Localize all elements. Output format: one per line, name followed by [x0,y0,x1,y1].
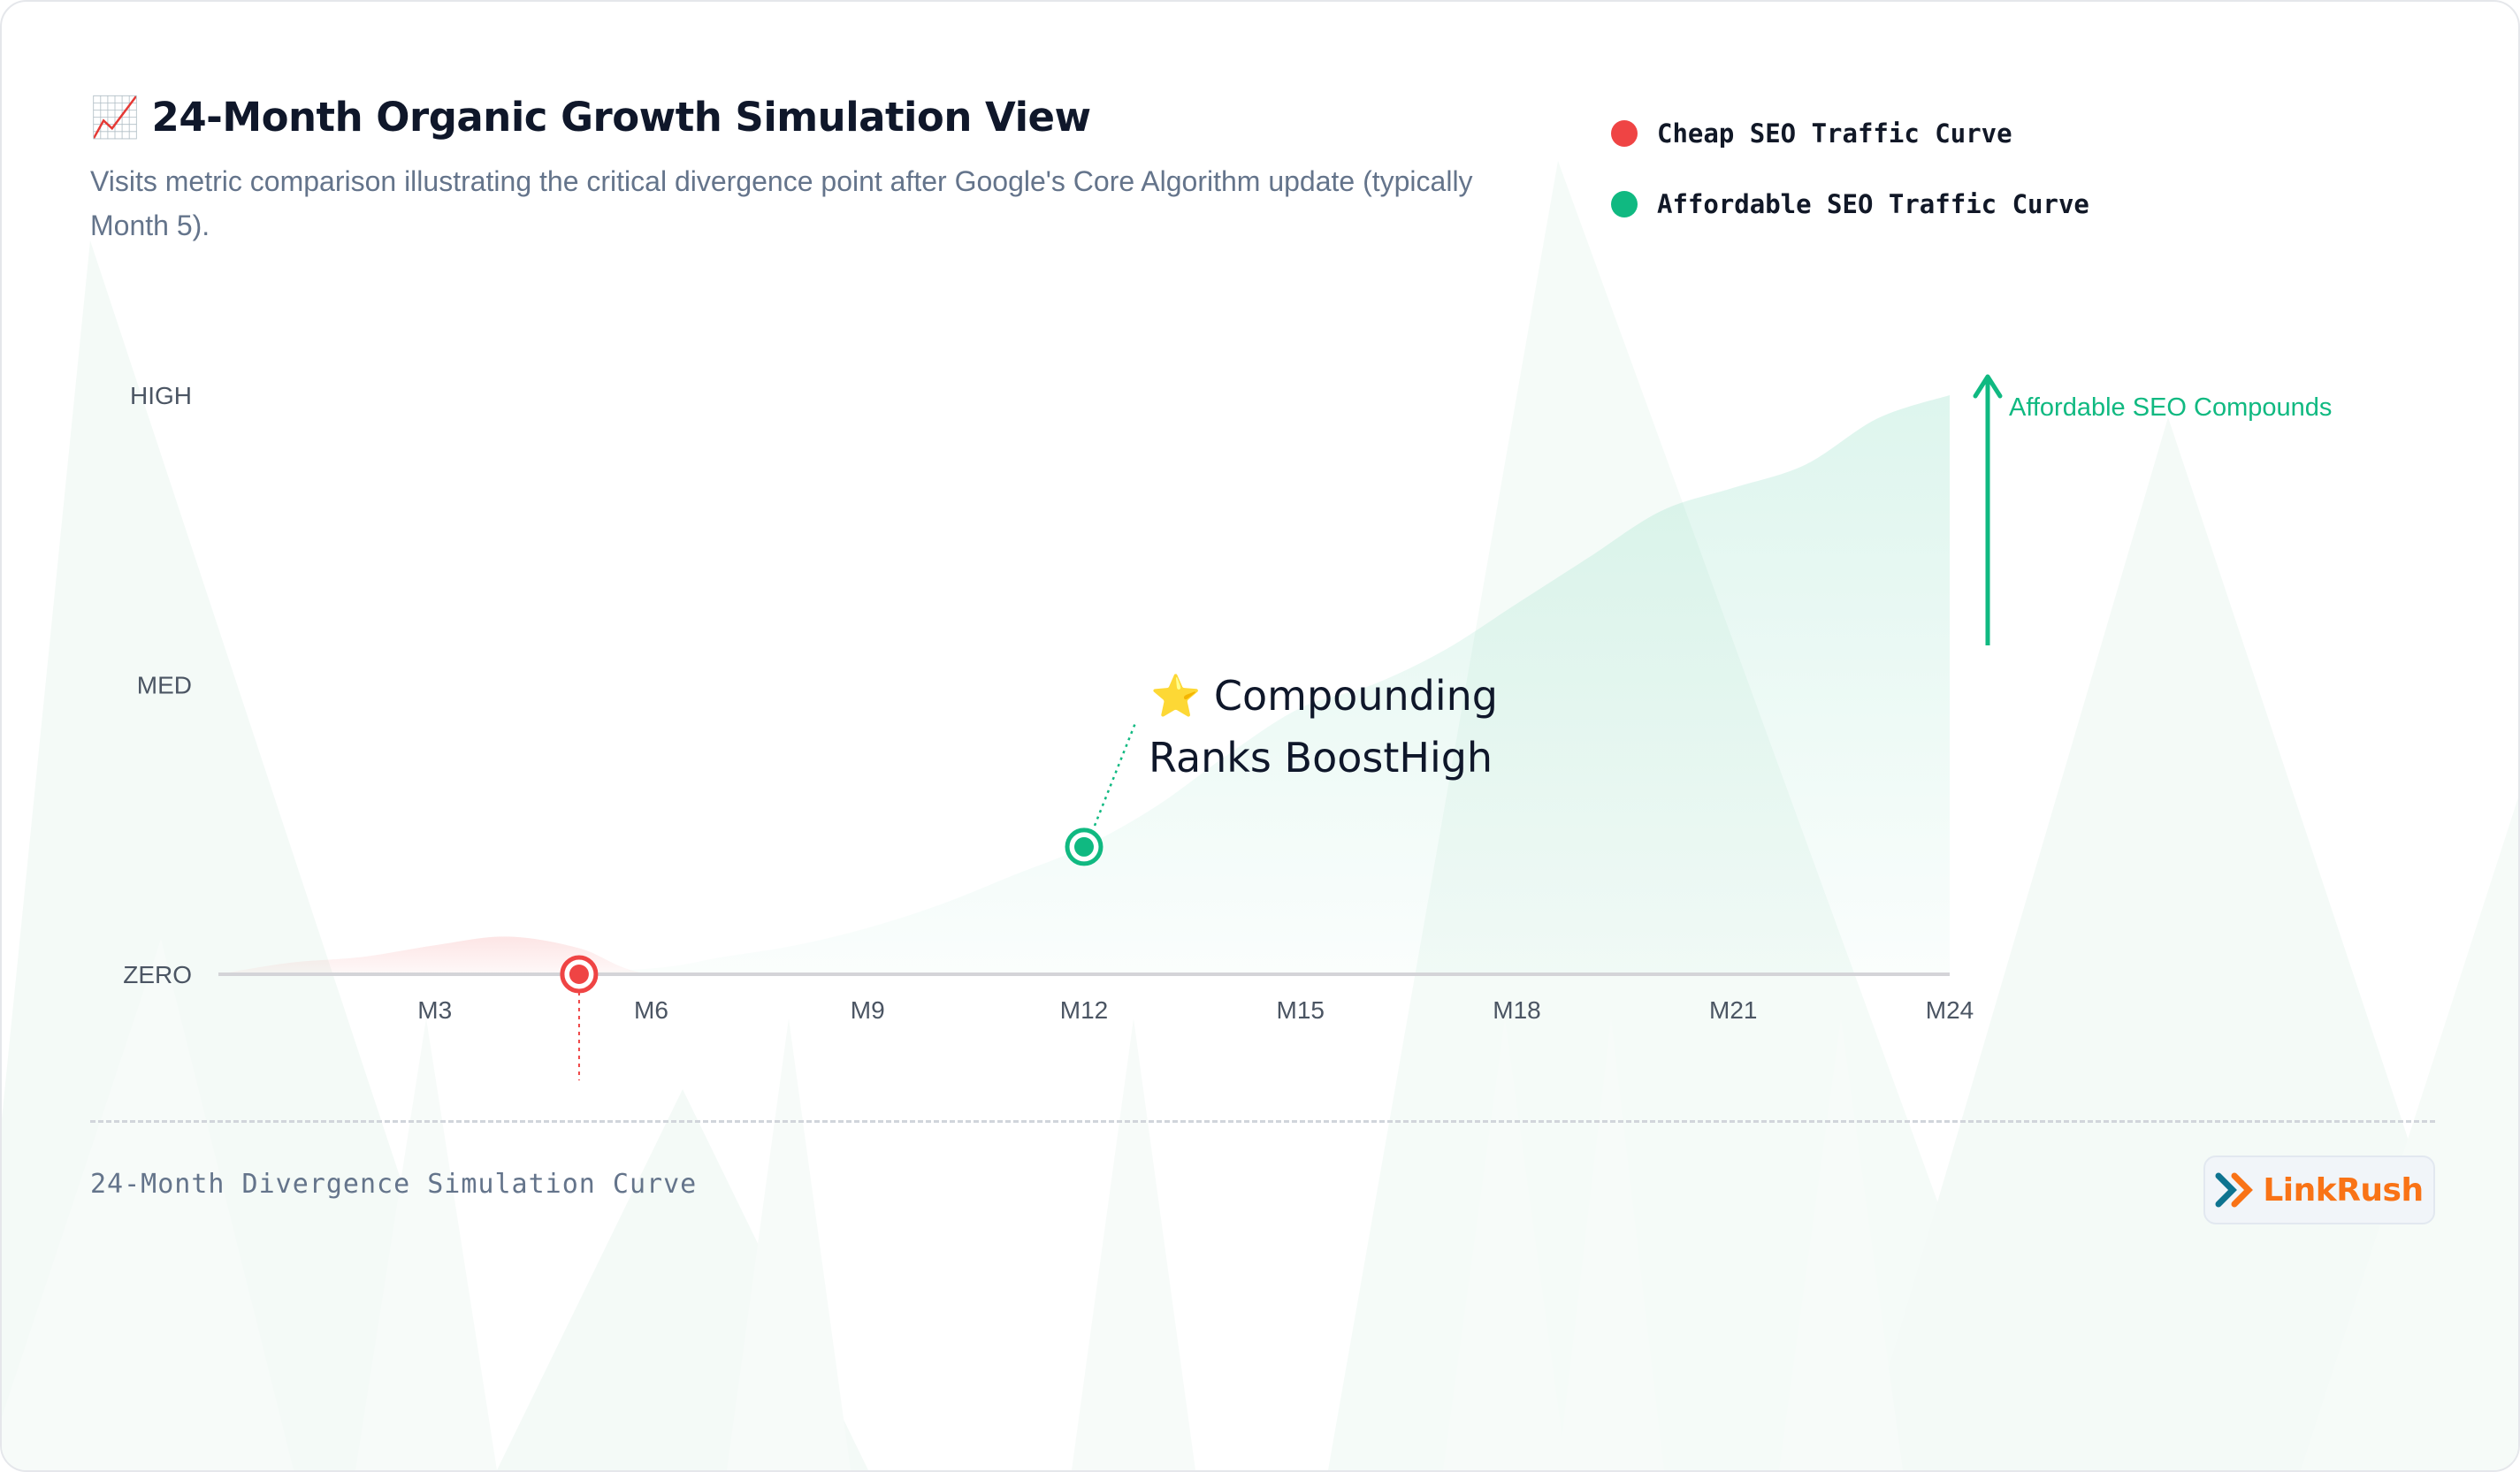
legend-item-affordable: Affordable SEO Traffic Curve [1611,183,2089,225]
affordable-marker-leader [1093,722,1137,827]
growth-arrow-head [1973,374,2003,399]
brand-badge: LinkRush [2203,1155,2435,1224]
series-area-cheap [218,936,1950,977]
footer-divider [90,1120,2435,1123]
milestone-label-line2: Ranks BoostHigh [1149,734,1493,782]
x-tick-label: M6 [634,996,668,1024]
x-tick-label: M15 [1277,996,1325,1024]
y-tick-label: MED [137,672,192,699]
brand-name: LinkRush [2263,1171,2424,1209]
x-tick-label: M12 [1060,996,1108,1024]
legend-dot-affordable [1611,191,1638,217]
chart-subtitle: Visits metric comparison illustrating th… [90,165,1473,241]
legend-dot-cheap [1611,120,1638,147]
affordable-milestone-marker-core [1074,836,1094,857]
milestone-label-line1: ⭐ Compounding [1150,672,1498,720]
x-tick-label: M21 [1709,996,1757,1024]
chart-title-text: 24-Month Organic Growth Simulation View [151,94,1092,141]
chart-title: 📈 24-Month Organic Growth Simulation View [90,94,1091,141]
series-area-affordable [218,395,1950,975]
legend: Cheap SEO Traffic Curve Affordable SEO T… [1611,112,2089,254]
legend-label-affordable: Affordable SEO Traffic Curve [1657,189,2089,219]
x-tick-label: M3 [417,996,452,1024]
cheap-divergence-marker-core [569,965,589,984]
y-tick-label: ZERO [123,961,192,988]
x-tick-label: M9 [851,996,885,1024]
chart-emoji-icon: 📈 [90,94,140,141]
footer-caption: 24-Month Divergence Simulation Curve [90,1169,698,1200]
linkrush-logo-icon [2215,1172,2254,1208]
legend-label-cheap: Cheap SEO Traffic Curve [1657,118,2012,149]
x-tick-label: M18 [1493,996,1540,1024]
y-tick-label: HIGH [130,382,192,409]
growth-arrow-label: Affordable SEO Compounds [2009,393,2332,422]
x-tick-label: M24 [1926,996,1974,1024]
legend-item-cheap: Cheap SEO Traffic Curve [1611,112,2089,155]
